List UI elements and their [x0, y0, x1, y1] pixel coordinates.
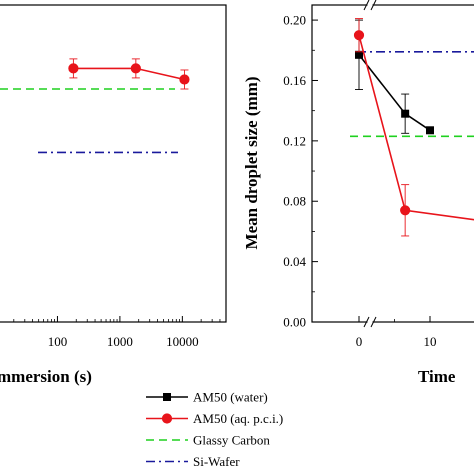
y-tick-label: 0.12: [283, 133, 306, 148]
x-tick-label: 100: [48, 334, 68, 349]
y-tick-label: 0.08: [283, 194, 306, 209]
y-tick-label: 0.16: [283, 73, 306, 88]
left-chart-panel: 100 1000 10000 mmersion (s): [0, 4, 227, 386]
left-reference-lines: [0, 88, 178, 154]
x-tick-label: 10000: [166, 334, 199, 349]
left-x-axis-title: mmersion (s): [0, 367, 92, 386]
right-plot-frame: [311, 4, 474, 323]
break-mask: [367, 2, 373, 8]
x-tick-label: 1000: [107, 334, 133, 349]
legend-label: Si-Wafer: [193, 454, 240, 469]
legend-label: AM50 (aq. p.c.i.): [193, 411, 283, 426]
right-x-ticks: 0 10: [356, 316, 437, 349]
right-chart-panel: 0.00 0.04 0.08 0.12 0.16 0.20 0 10 Mean drople…: [242, 0, 474, 386]
right-y-ticks: 0.00 0.04 0.08 0.12 0.16 0.20: [283, 13, 318, 330]
series-am50-aq-p-c-i-: [353, 18, 474, 237]
y-tick-label: 0.00: [283, 315, 306, 330]
data-point: [179, 74, 190, 85]
data-point: [401, 109, 410, 118]
break-slash: [370, 316, 377, 328]
break-mask: [367, 319, 373, 325]
legend-label: Glassy Carbon: [193, 433, 270, 448]
left-x-ticks: 100 1000 10000: [13, 316, 227, 349]
y-tick-label: 0.20: [283, 13, 306, 28]
left-plot-frame: [0, 4, 227, 323]
right-y-axis-title: Mean droplet size (mm): [242, 77, 261, 250]
legend-marker: [161, 413, 173, 424]
break-slash: [363, 316, 370, 328]
break-slash: [370, 0, 377, 11]
right-reference-lines: [350, 50, 474, 138]
legend-entry: Glassy Carbon: [146, 433, 270, 448]
break-slash: [363, 0, 370, 11]
series-am50-aq-p-c-i-: [68, 58, 190, 90]
x-tick-label: 0: [356, 334, 363, 349]
legend-entry: AM50 (water): [146, 390, 268, 405]
break-gap: [367, 6, 373, 321]
data-point: [130, 63, 141, 74]
right-x-axis-title: Time: [418, 367, 456, 386]
axis-break-marks: [363, 0, 377, 328]
y-tick-label: 0.04: [283, 254, 306, 269]
legend-entry: Si-Wafer: [146, 454, 240, 469]
data-point: [426, 126, 434, 135]
legend: AM50 (water) AM50 (aq. p.c.i.) Glassy Carb…: [146, 390, 283, 469]
data-point: [400, 205, 411, 216]
data-point: [353, 30, 365, 41]
series-am50-water-: [355, 19, 434, 135]
right-series-layer: [353, 6, 474, 321]
legend-entry: AM50 (aq. p.c.i.): [146, 411, 283, 426]
series-line: [358, 34, 474, 221]
legend-label: AM50 (water): [193, 390, 268, 405]
series-line: [73, 67, 185, 81]
left-series-layer: [68, 58, 190, 90]
data-point: [355, 50, 363, 59]
data-point: [68, 63, 79, 74]
legend-marker: [163, 393, 171, 401]
x-tick-label: 10: [424, 334, 437, 349]
series-line: [358, 54, 431, 131]
